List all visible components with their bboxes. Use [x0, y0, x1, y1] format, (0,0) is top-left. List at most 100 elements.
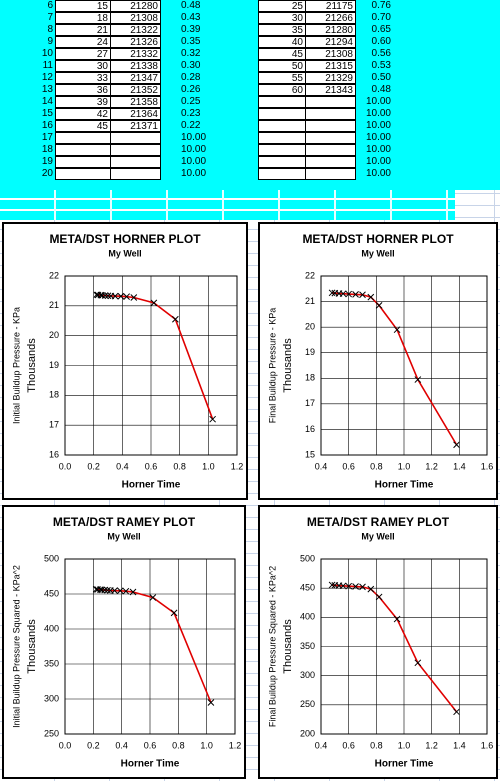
x-tick-label: 0.2 — [87, 740, 100, 750]
table-cell: 10 — [41, 48, 53, 59]
y-tick-label: 18 — [305, 373, 315, 383]
table-cell: 21358 — [110, 96, 161, 108]
table-cell — [55, 132, 111, 144]
table-cell: 30 — [258, 12, 306, 24]
y-tick-label: 350 — [300, 641, 315, 651]
data-point — [98, 291, 106, 299]
table-cell: 21294 — [305, 36, 356, 48]
x-tick-label: 1.4 — [453, 461, 466, 471]
chart-subtitle: My Well — [361, 248, 394, 258]
data-line — [96, 588, 212, 703]
table-cell: 21352 — [110, 84, 161, 96]
table-cell — [258, 120, 306, 132]
table-cell: 0.43 — [181, 12, 201, 23]
x-tick-label: 1.0 — [200, 740, 213, 750]
table-cell — [305, 168, 356, 180]
table-cell: 13 — [41, 84, 53, 95]
plot-frame — [64, 558, 236, 735]
y-tick-label: 450 — [44, 588, 59, 598]
data-point — [453, 441, 460, 449]
table-cell: 10.00 — [365, 168, 391, 179]
data-point — [111, 587, 118, 594]
y-tick-label: 500 — [300, 553, 315, 563]
table-cell: 0.39 — [181, 24, 201, 35]
table-cell — [55, 168, 111, 180]
table-cell: 10.00 — [181, 144, 207, 155]
y-tick-label: 21 — [305, 296, 315, 306]
table-cell: 30 — [55, 60, 111, 72]
x-tick-label: 1.2 — [231, 461, 244, 471]
table-cell: 10.00 — [365, 156, 391, 167]
chart-title: META/DST RAMEY PLOT — [307, 515, 450, 529]
table-cell — [110, 132, 161, 144]
data-point — [104, 292, 112, 300]
table-cell: 0.65 — [371, 24, 391, 35]
table-cell — [110, 168, 161, 180]
table-cell: 45 — [258, 48, 306, 60]
data-point — [149, 594, 157, 601]
x-tick-label: 0.8 — [172, 740, 185, 750]
y-tick-label: 16 — [49, 449, 59, 459]
data-point — [111, 292, 119, 300]
table-cell: 50 — [258, 60, 306, 72]
table-cell: 21280 — [305, 24, 356, 36]
y-tick-label: 500 — [44, 553, 59, 563]
x-tick-label: 0.4 — [315, 461, 328, 471]
x-tick-label: 1.6 — [481, 461, 494, 471]
table-cell: 11 — [42, 60, 53, 71]
table-cell: 7 — [47, 12, 53, 23]
table-cell: 0.56 — [371, 48, 391, 59]
y-tick-label: 250 — [44, 728, 59, 738]
data-point — [393, 326, 401, 334]
table-cell: 18 — [55, 12, 111, 24]
table-cell: 14 — [41, 96, 53, 107]
y-tick-label: 20 — [305, 322, 315, 332]
y-tick-label: 250 — [300, 699, 315, 709]
table-cell: 40 — [258, 36, 306, 48]
chart-svg: META/DST HORNER PLOT My Well Horner Time In… — [11, 232, 244, 490]
data-point — [359, 583, 366, 591]
data-point — [345, 582, 353, 590]
y-tick-label: 20 — [49, 330, 59, 340]
table-cell: 21326 — [110, 36, 161, 48]
table-cell — [258, 156, 306, 168]
table-cell: 21322 — [110, 24, 161, 36]
table-cell: 21329 — [305, 72, 356, 84]
x-tick-label: 1.0 — [398, 740, 411, 750]
chart-svg: META/DST HORNER PLOT My Well Horner Time Fi… — [267, 232, 494, 490]
chart-subtitle: My Well — [107, 531, 140, 541]
x-tick-label: 1.0 — [398, 461, 411, 471]
table-cell: 10.00 — [365, 132, 391, 143]
table-cell: 39 — [55, 96, 111, 108]
plot-frame — [320, 275, 488, 456]
data-point — [328, 289, 336, 297]
table-cell: 0.76 — [371, 0, 391, 11]
table-cell — [55, 144, 111, 156]
table-cell — [258, 132, 306, 144]
table-cell — [305, 120, 356, 132]
table-cell — [110, 156, 161, 168]
data-point — [130, 294, 138, 301]
table-cell: 27 — [55, 48, 111, 60]
data-point — [170, 609, 178, 617]
y-unit-label: Thousands — [26, 338, 38, 393]
chart: META/DST RAMEY PLOT My Well Horner Time Fin… — [258, 505, 498, 779]
table-cell: 10.00 — [181, 156, 207, 167]
table-cell: 0.50 — [371, 72, 391, 83]
plot-frame — [320, 558, 488, 735]
x-tick-label: 1.2 — [229, 740, 242, 750]
x-tick-label: 0.4 — [115, 740, 128, 750]
table-cell: 10.00 — [181, 132, 207, 143]
y-tick-label: 19 — [49, 360, 59, 370]
table-cell — [305, 144, 356, 156]
data-point — [122, 587, 130, 595]
data-point — [352, 291, 359, 298]
table-cell: 0.70 — [371, 12, 391, 23]
data-point — [209, 415, 216, 423]
y-tick-label: 400 — [44, 623, 59, 633]
data-point — [367, 293, 375, 301]
x-tick-label: 1.6 — [481, 740, 494, 750]
data-line — [96, 293, 214, 420]
table-cell: 24 — [55, 36, 111, 48]
data-point — [414, 376, 422, 383]
